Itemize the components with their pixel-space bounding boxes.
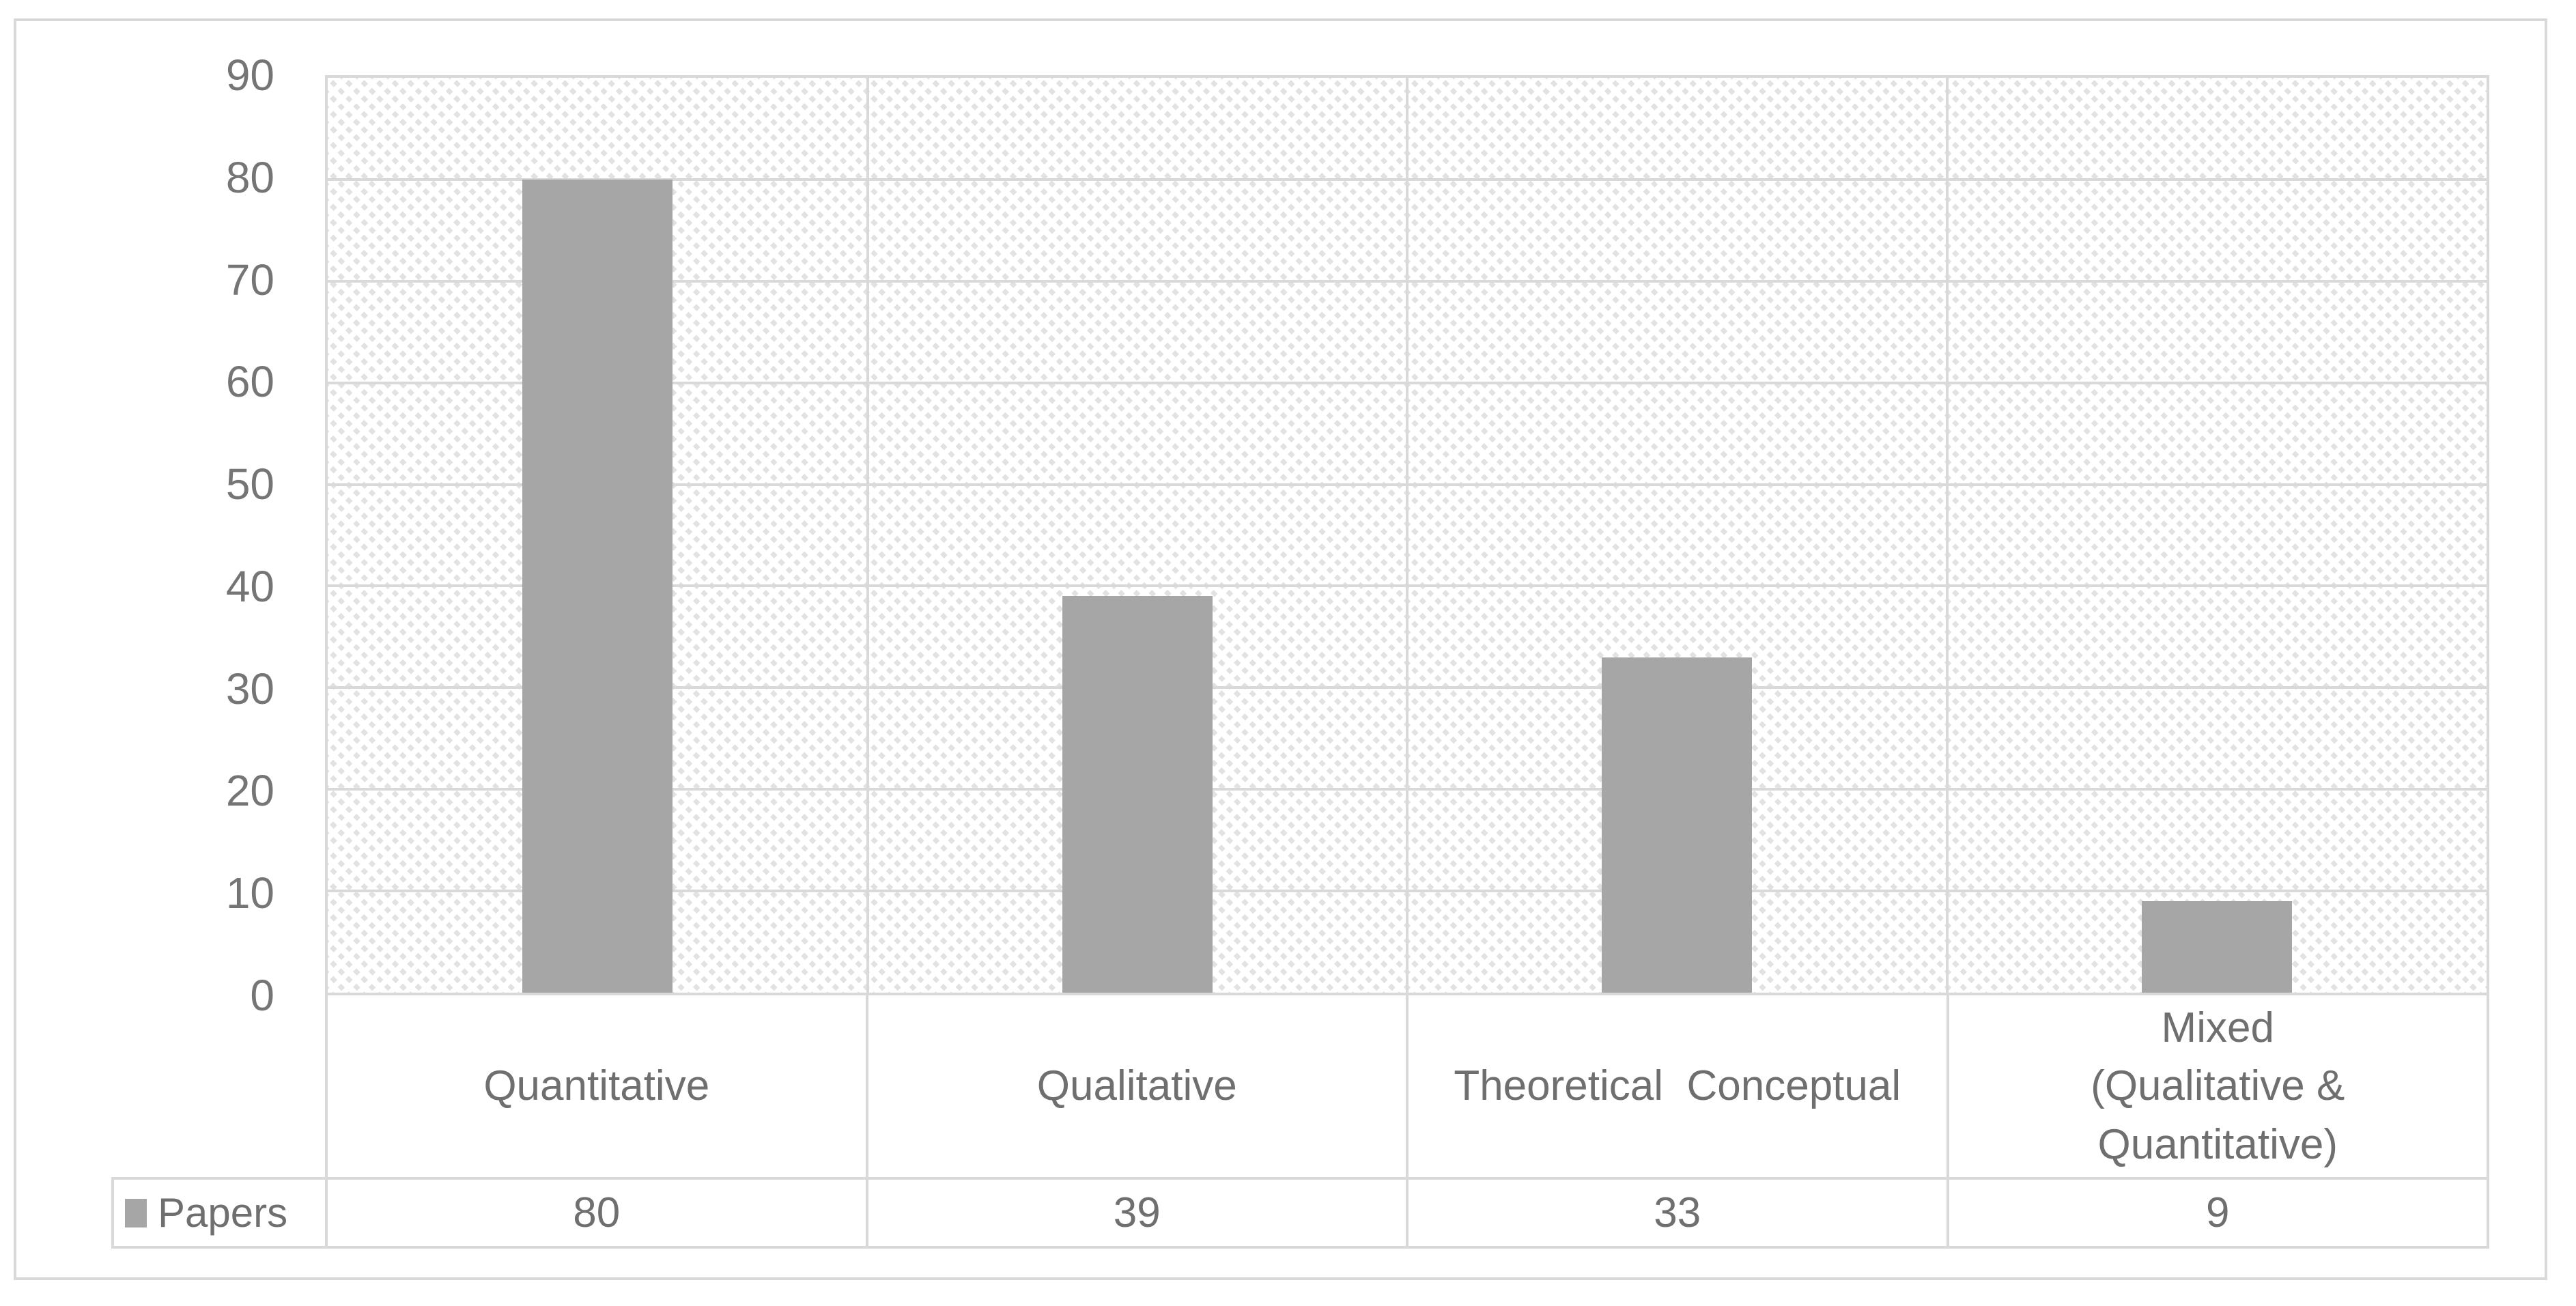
y-tick-label-70: 70 <box>225 255 274 304</box>
category-label-quantitative: Quantitative <box>483 1062 710 1110</box>
y-tick-label-0: 0 <box>250 971 274 1020</box>
y-tick-label-30: 30 <box>225 664 274 713</box>
bar-theoretical <box>1602 657 1753 993</box>
gridline-vertical-3 <box>1945 78 1949 993</box>
bar-qualitative <box>1062 596 1213 993</box>
category-label-theoretical-conceptual: Theoretical Conceptual <box>1406 995 1947 1177</box>
bar-quantitative <box>522 179 673 993</box>
y-tick-label-10: 10 <box>225 868 274 918</box>
y-axis: 90 80 70 60 50 40 30 20 10 0 <box>0 53 274 1017</box>
y-tick-label-40: 40 <box>225 561 274 611</box>
gridline-vertical-1 <box>866 78 869 993</box>
table-value-qualitative: 39 <box>865 1180 1406 1246</box>
legend-swatch-icon <box>125 1198 147 1227</box>
bar-mixed <box>2141 901 2292 993</box>
gridline-vertical-2 <box>1406 78 1409 993</box>
legend-series-name: Papers <box>158 1190 288 1236</box>
category-label-qualitative: Qualitative <box>865 995 1406 1177</box>
data-table: Papers 80 39 33 9 <box>111 1177 2489 1249</box>
category-label-mixed: Mixed (Qualitative & Quantitative) <box>1946 995 2487 1177</box>
y-tick-label-80: 80 <box>225 152 274 202</box>
category-axis: Quantitative Qualitative Theoretical Con… <box>325 995 2489 1177</box>
plot-area <box>325 75 2489 995</box>
table-value-mixed: 9 <box>1946 1180 2487 1246</box>
legend-cell-papers: Papers <box>114 1180 325 1246</box>
y-tick-label-20: 20 <box>225 766 274 816</box>
y-tick-label-90: 90 <box>225 51 274 100</box>
y-tick-label-60: 60 <box>225 357 274 407</box>
table-value-theoretical-conceptual: 33 <box>1406 1180 1947 1246</box>
table-value-quantitative: 80 <box>325 1180 866 1246</box>
y-tick-label-50: 50 <box>225 459 274 509</box>
